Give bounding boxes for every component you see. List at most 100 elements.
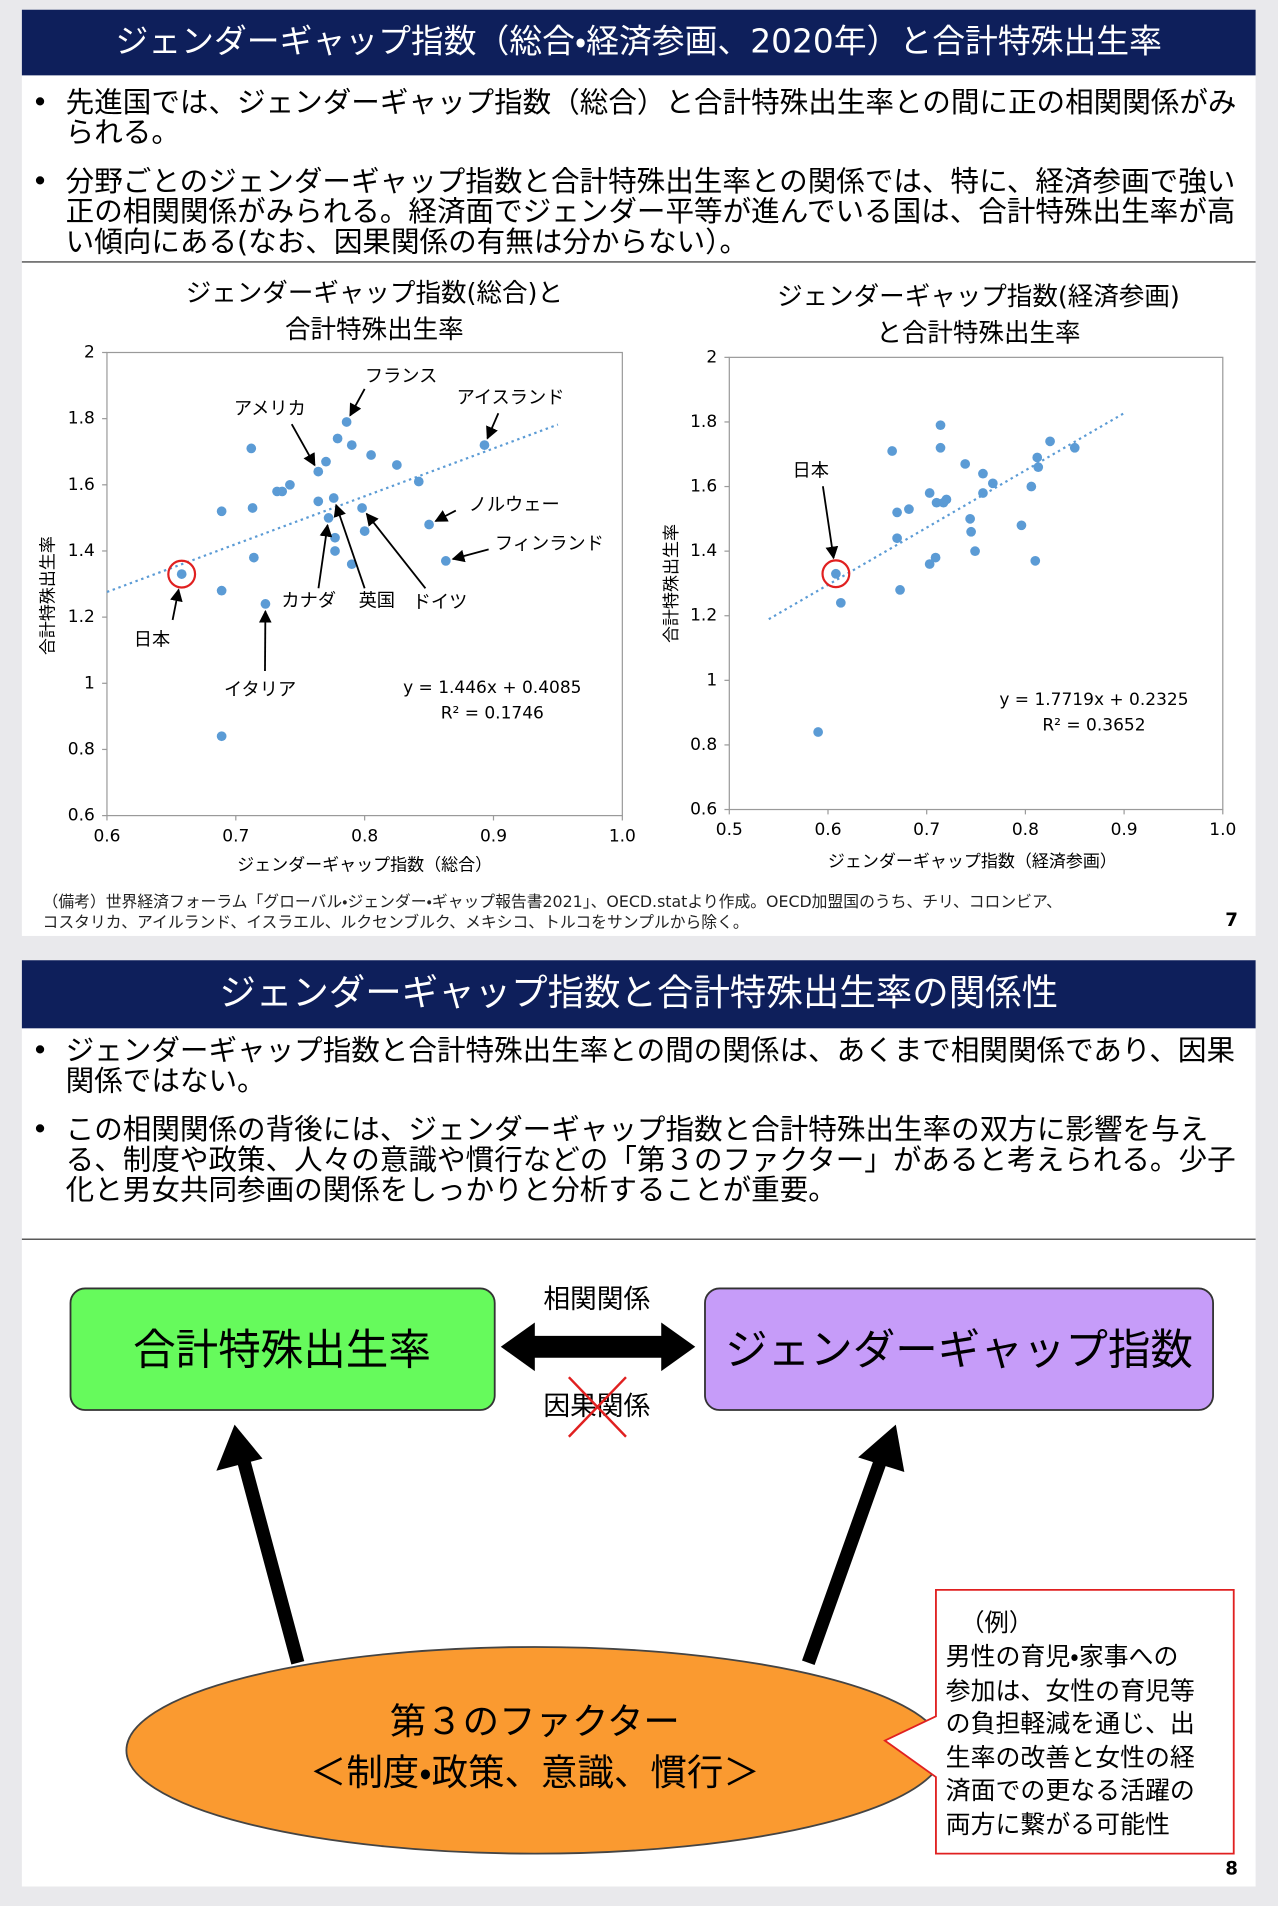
annotation-arrow — [486, 412, 500, 440]
node-label: 合計特殊出生率 — [133, 1326, 431, 1375]
arrow-shaft — [802, 1456, 888, 1666]
node-box — [69, 1287, 496, 1411]
double-arrow — [500, 1322, 696, 1372]
point — [330, 532, 340, 543]
callout-text: 男性の育児・家事への 参加は、女性の育児等 の負担軽減を通じ、出 生率の改善と女… — [945, 1642, 1195, 1839]
point — [1030, 555, 1041, 566]
x-axis-label: ジェンダーギャップ指数（経済参画） — [828, 852, 1117, 872]
x-tick-label: 0.6 — [93, 826, 120, 846]
x-tick-label: 1.0 — [609, 826, 636, 846]
strike-mark — [567, 1376, 627, 1438]
point — [1069, 442, 1080, 453]
point — [978, 468, 988, 479]
x-tick-label: 0.6 — [814, 820, 841, 840]
point — [216, 731, 227, 742]
point — [216, 506, 227, 517]
factor-subtitle: ＜制度・政策、意識、慣行＞ — [310, 1751, 760, 1794]
point — [246, 443, 257, 454]
y-tick-label: 1 — [84, 673, 95, 693]
trend-line — [768, 412, 1125, 621]
point — [332, 433, 343, 444]
plot-area — [728, 356, 1224, 811]
point — [935, 442, 946, 453]
trend-line — [106, 423, 559, 593]
point — [987, 478, 998, 489]
page-number: 7 — [1225, 909, 1238, 932]
arrow-head — [858, 1424, 905, 1472]
point — [895, 585, 905, 595]
point — [346, 559, 357, 570]
point — [831, 568, 841, 579]
point — [341, 417, 352, 427]
point — [424, 519, 434, 530]
divider — [21, 261, 1256, 263]
highlight-ring — [167, 559, 197, 589]
annotation-arrow — [451, 548, 489, 563]
callout-heading: （例） — [960, 1608, 1034, 1638]
point — [892, 507, 902, 518]
point — [887, 446, 898, 456]
annotation: フィンランド — [495, 534, 604, 555]
annotation: ノルウェー — [469, 495, 560, 516]
node-label: ジェンダーギャップ指数 — [725, 1326, 1193, 1375]
annotation: カナダ — [281, 591, 336, 612]
bullet: 分野ごとのジェンダーギャップ指数と合計特殊出生率との関係では、特に、経済参画で強… — [22, 166, 1238, 258]
point — [330, 546, 340, 556]
point — [277, 486, 288, 497]
callout-box — [883, 1588, 1235, 1855]
annotation: アイスランド — [457, 388, 565, 409]
factor-title: 第３のファクター — [390, 1700, 680, 1743]
bullet-list: ジェンダーギャップ指数と合計特殊出生率との間の関係は、あくまで相関関係であり、因… — [22, 1035, 1256, 1224]
annotation: イタリア — [224, 679, 296, 700]
slide-title: ジェンダーギャップ指数（総合・経済参画、2020年）と合計特殊出生率 — [21, 9, 1256, 76]
point — [813, 727, 823, 737]
r-squared: R² = 0.3652 — [1042, 716, 1145, 736]
bullet: この相関関係の背後には、ジェンダーギャップ指数と合計特殊出生率の双方に影響を与え… — [22, 1114, 1256, 1206]
slide-title: ジェンダーギャップ指数と合計特殊出生率の関係性 — [21, 960, 1256, 1029]
annotation-arrow — [349, 388, 366, 417]
x-tick-label: 1.0 — [1209, 820, 1236, 840]
point — [313, 496, 324, 507]
x-tick-label: 0.8 — [351, 826, 378, 846]
point — [176, 569, 187, 579]
annotation-arrow — [434, 509, 457, 522]
annotation-arrow — [170, 588, 183, 621]
y-tick-label: 2 — [84, 342, 95, 362]
point — [323, 513, 334, 523]
point — [924, 559, 935, 569]
y-tick-label: 2 — [706, 347, 717, 367]
y-tick-label: 1.2 — [690, 606, 717, 626]
edge-label: 相関関係 — [543, 1284, 650, 1315]
plot-area — [106, 351, 623, 817]
point — [930, 552, 941, 563]
point — [359, 526, 370, 536]
point — [357, 503, 367, 513]
arrow-head — [216, 1424, 263, 1471]
point — [935, 420, 946, 431]
point — [978, 488, 988, 498]
y-axis-label: 合計特殊出生率 — [662, 524, 682, 643]
point — [391, 460, 402, 470]
bullet: 先進国では、ジェンダーギャップ指数（総合）と合計特殊出生率との間に正の相関関係が… — [22, 87, 1238, 149]
y-tick-label: 1.4 — [690, 541, 717, 561]
annotation: ドイツ — [413, 592, 468, 613]
annotation-arrow — [290, 423, 316, 467]
y-tick-label: 0.6 — [68, 806, 95, 826]
point — [313, 466, 324, 477]
point — [216, 585, 227, 596]
annotation-arrow — [821, 486, 839, 560]
point — [966, 526, 976, 537]
point — [346, 440, 357, 450]
point — [924, 488, 935, 498]
x-tick-label: 0.5 — [716, 820, 743, 840]
annotation: 日本 — [793, 461, 829, 482]
point — [1016, 520, 1027, 531]
point — [247, 503, 258, 513]
x-tick-label: 0.9 — [1111, 820, 1138, 840]
point — [941, 494, 952, 505]
point — [1045, 436, 1055, 447]
divider — [21, 1238, 1256, 1240]
point — [1026, 481, 1037, 492]
